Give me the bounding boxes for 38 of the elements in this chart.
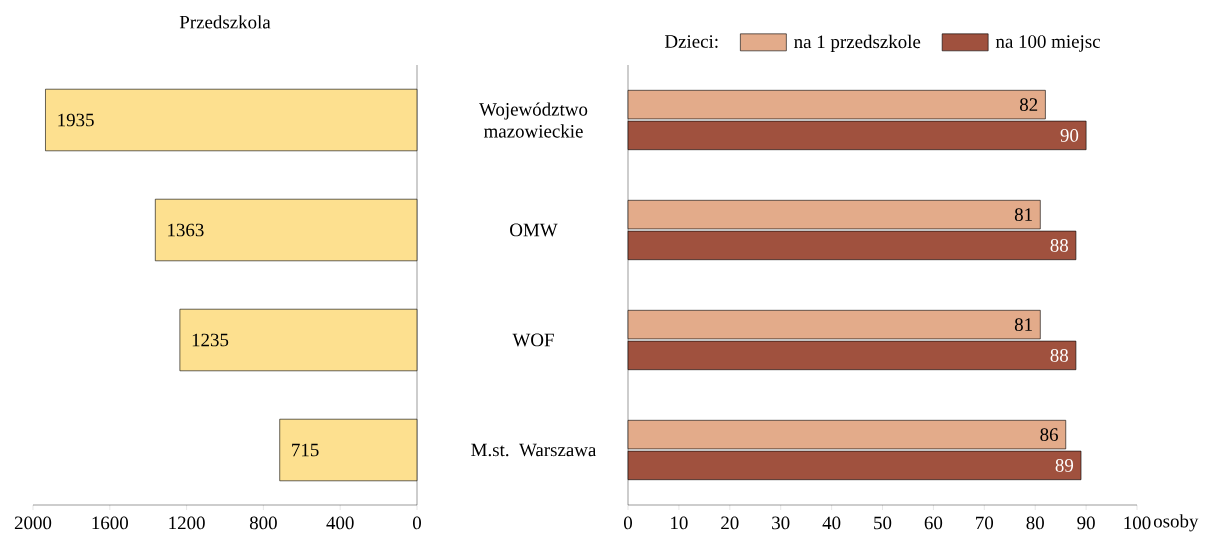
- x-tick-label: 1600: [92, 516, 128, 530]
- data-label: 88: [1050, 239, 1068, 252]
- x-tick-label: 20: [721, 516, 739, 530]
- x-tick-label: 100: [1124, 516, 1151, 530]
- data-label: 89: [1055, 459, 1074, 472]
- chart-title: Przedszkola: [179, 15, 271, 29]
- x-tick-label: 30: [772, 516, 790, 530]
- legend-label: na 1 przedszkole: [794, 34, 921, 53]
- x-axis-title: osoby: [1153, 514, 1199, 532]
- x-tick-label: 90: [1077, 516, 1095, 530]
- data-label: 88: [1050, 349, 1068, 362]
- x-tick-label: 10: [671, 516, 688, 530]
- legend-label: na 100 miejsc: [995, 35, 1100, 52]
- x-tick-label: 80: [1026, 516, 1044, 530]
- y-tick-label: Województwo mazowieckie: [479, 102, 588, 138]
- y-tick-label: M.st. Warszawa: [471, 443, 597, 457]
- x-tick-label: 60: [924, 516, 943, 530]
- data-label: 715: [292, 443, 319, 457]
- data-label: 1935: [58, 113, 94, 127]
- data-label: 1235: [192, 333, 229, 347]
- x-tick-label: 50: [874, 516, 892, 530]
- x-tick-label: 2000: [14, 516, 52, 530]
- data-label: 86: [1040, 428, 1058, 441]
- x-tick-label: 1200: [169, 516, 205, 530]
- legend-title: Dzieci:: [664, 35, 718, 48]
- data-label: 82: [1019, 98, 1038, 111]
- x-tick-label: 800: [249, 516, 277, 530]
- x-tick-label: 40: [822, 516, 841, 530]
- x-tick-label: 400: [326, 516, 354, 530]
- data-label: 81: [1014, 208, 1032, 221]
- data-label: 1363: [168, 223, 204, 237]
- x-tick-label: 0: [623, 516, 633, 530]
- y-tick-label: OMW: [510, 223, 558, 237]
- data-label: 81: [1014, 318, 1032, 331]
- y-tick-label: WOF: [512, 333, 554, 347]
- x-tick-label: 70: [976, 516, 994, 530]
- data-label: 90: [1060, 129, 1079, 142]
- x-tick-label: 0: [412, 516, 421, 530]
